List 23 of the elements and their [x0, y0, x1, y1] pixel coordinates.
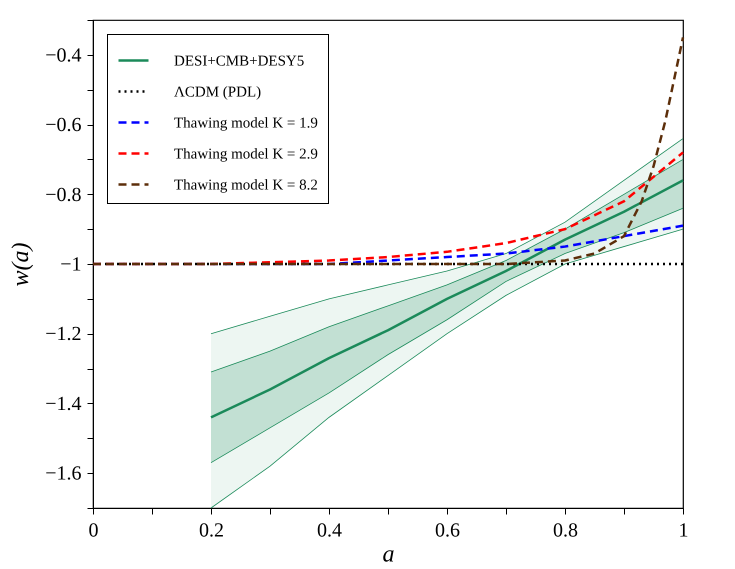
line-series [210, 228, 684, 508]
legend-label: Thawing model K = 1.9 [174, 116, 318, 132]
x-axis-title: a [382, 542, 394, 568]
x-tick-label: 0 [88, 520, 98, 542]
y-tick-label: −1.4 [45, 392, 82, 415]
x-tick-label: 0.8 [553, 520, 578, 542]
x-tick-label: 0.2 [199, 520, 224, 542]
y-axis-title: w(a) [8, 242, 34, 286]
legend-label: DESI+CMB+DESY5 [174, 54, 304, 70]
x-tick-label: 0.6 [435, 520, 460, 542]
y-tick-label: −1.6 [45, 462, 82, 485]
y-tick-label: −0.8 [45, 184, 82, 206]
legend-label: ΛCDM (PDL) [174, 84, 262, 100]
y-tick-label: −1.2 [45, 323, 82, 346]
y-tick-label: −1 [60, 254, 82, 276]
line-series [92, 36, 684, 266]
y-tick-label: −0.4 [45, 44, 82, 66]
legend-label: Thawing model K = 2.9 [174, 146, 318, 162]
y-tick-label: −0.6 [45, 114, 82, 136]
legend-label: Thawing model K = 8.2 [174, 178, 318, 194]
x-tick-label: 1 [678, 520, 688, 542]
x-tick-label: 0.4 [317, 520, 342, 542]
line-series [210, 208, 684, 464]
